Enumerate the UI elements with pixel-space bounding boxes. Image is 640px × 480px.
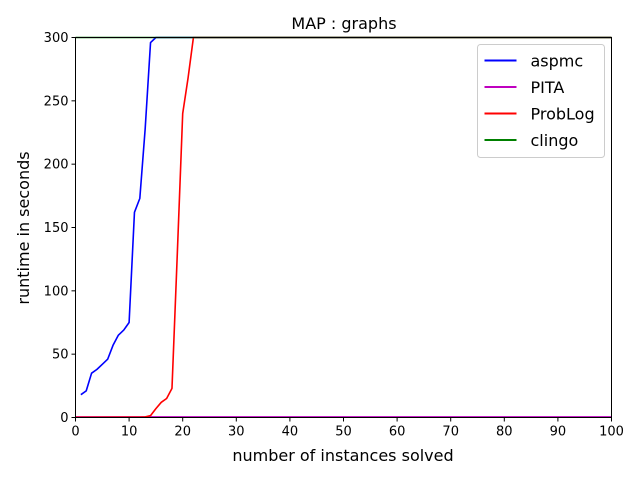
x-tick-label: 50 — [335, 425, 352, 440]
x-tick-label: 20 — [174, 425, 191, 440]
y-tick-label: 50 — [52, 348, 69, 363]
x-tick-label: 60 — [389, 425, 406, 440]
legend-label-clingo: clingo — [531, 131, 579, 150]
y-tick-label: 0 — [60, 411, 68, 426]
legend-label-aspmc: aspmc — [531, 52, 584, 71]
x-axis-label: number of instances solved — [232, 446, 453, 465]
y-tick-label: 150 — [44, 221, 69, 236]
x-tick-label: 0 — [71, 425, 79, 440]
y-axis-label: runtime in seconds — [14, 151, 33, 304]
x-tick-label: 100 — [599, 425, 624, 440]
legend: aspmc PITA ProbLog clingo — [477, 44, 605, 158]
legend-label-pita: PITA — [531, 78, 565, 97]
series-line-aspmc — [80, 36, 612, 396]
y-tick-label: 250 — [44, 94, 69, 109]
x-tick-label: 10 — [121, 425, 138, 440]
x-tick-label: 80 — [496, 425, 513, 440]
legend-label-problog: ProbLog — [531, 105, 595, 124]
x-axis: 0 10 20 30 40 50 60 70 80 90 100 — [71, 417, 624, 440]
x-tick-label: 40 — [282, 425, 299, 440]
y-tick-label: 200 — [44, 158, 69, 173]
y-tick-label: 300 — [44, 31, 69, 46]
x-tick-label: 30 — [228, 425, 245, 440]
legend-box — [477, 44, 605, 158]
y-axis: 0 50 100 150 200 250 300 — [44, 31, 76, 426]
series-line-problog — [75, 36, 612, 419]
x-tick-label: 70 — [442, 425, 459, 440]
x-tick-label: 90 — [550, 425, 567, 440]
chart-title: MAP : graphs — [291, 14, 396, 33]
y-tick-label: 100 — [44, 284, 69, 299]
